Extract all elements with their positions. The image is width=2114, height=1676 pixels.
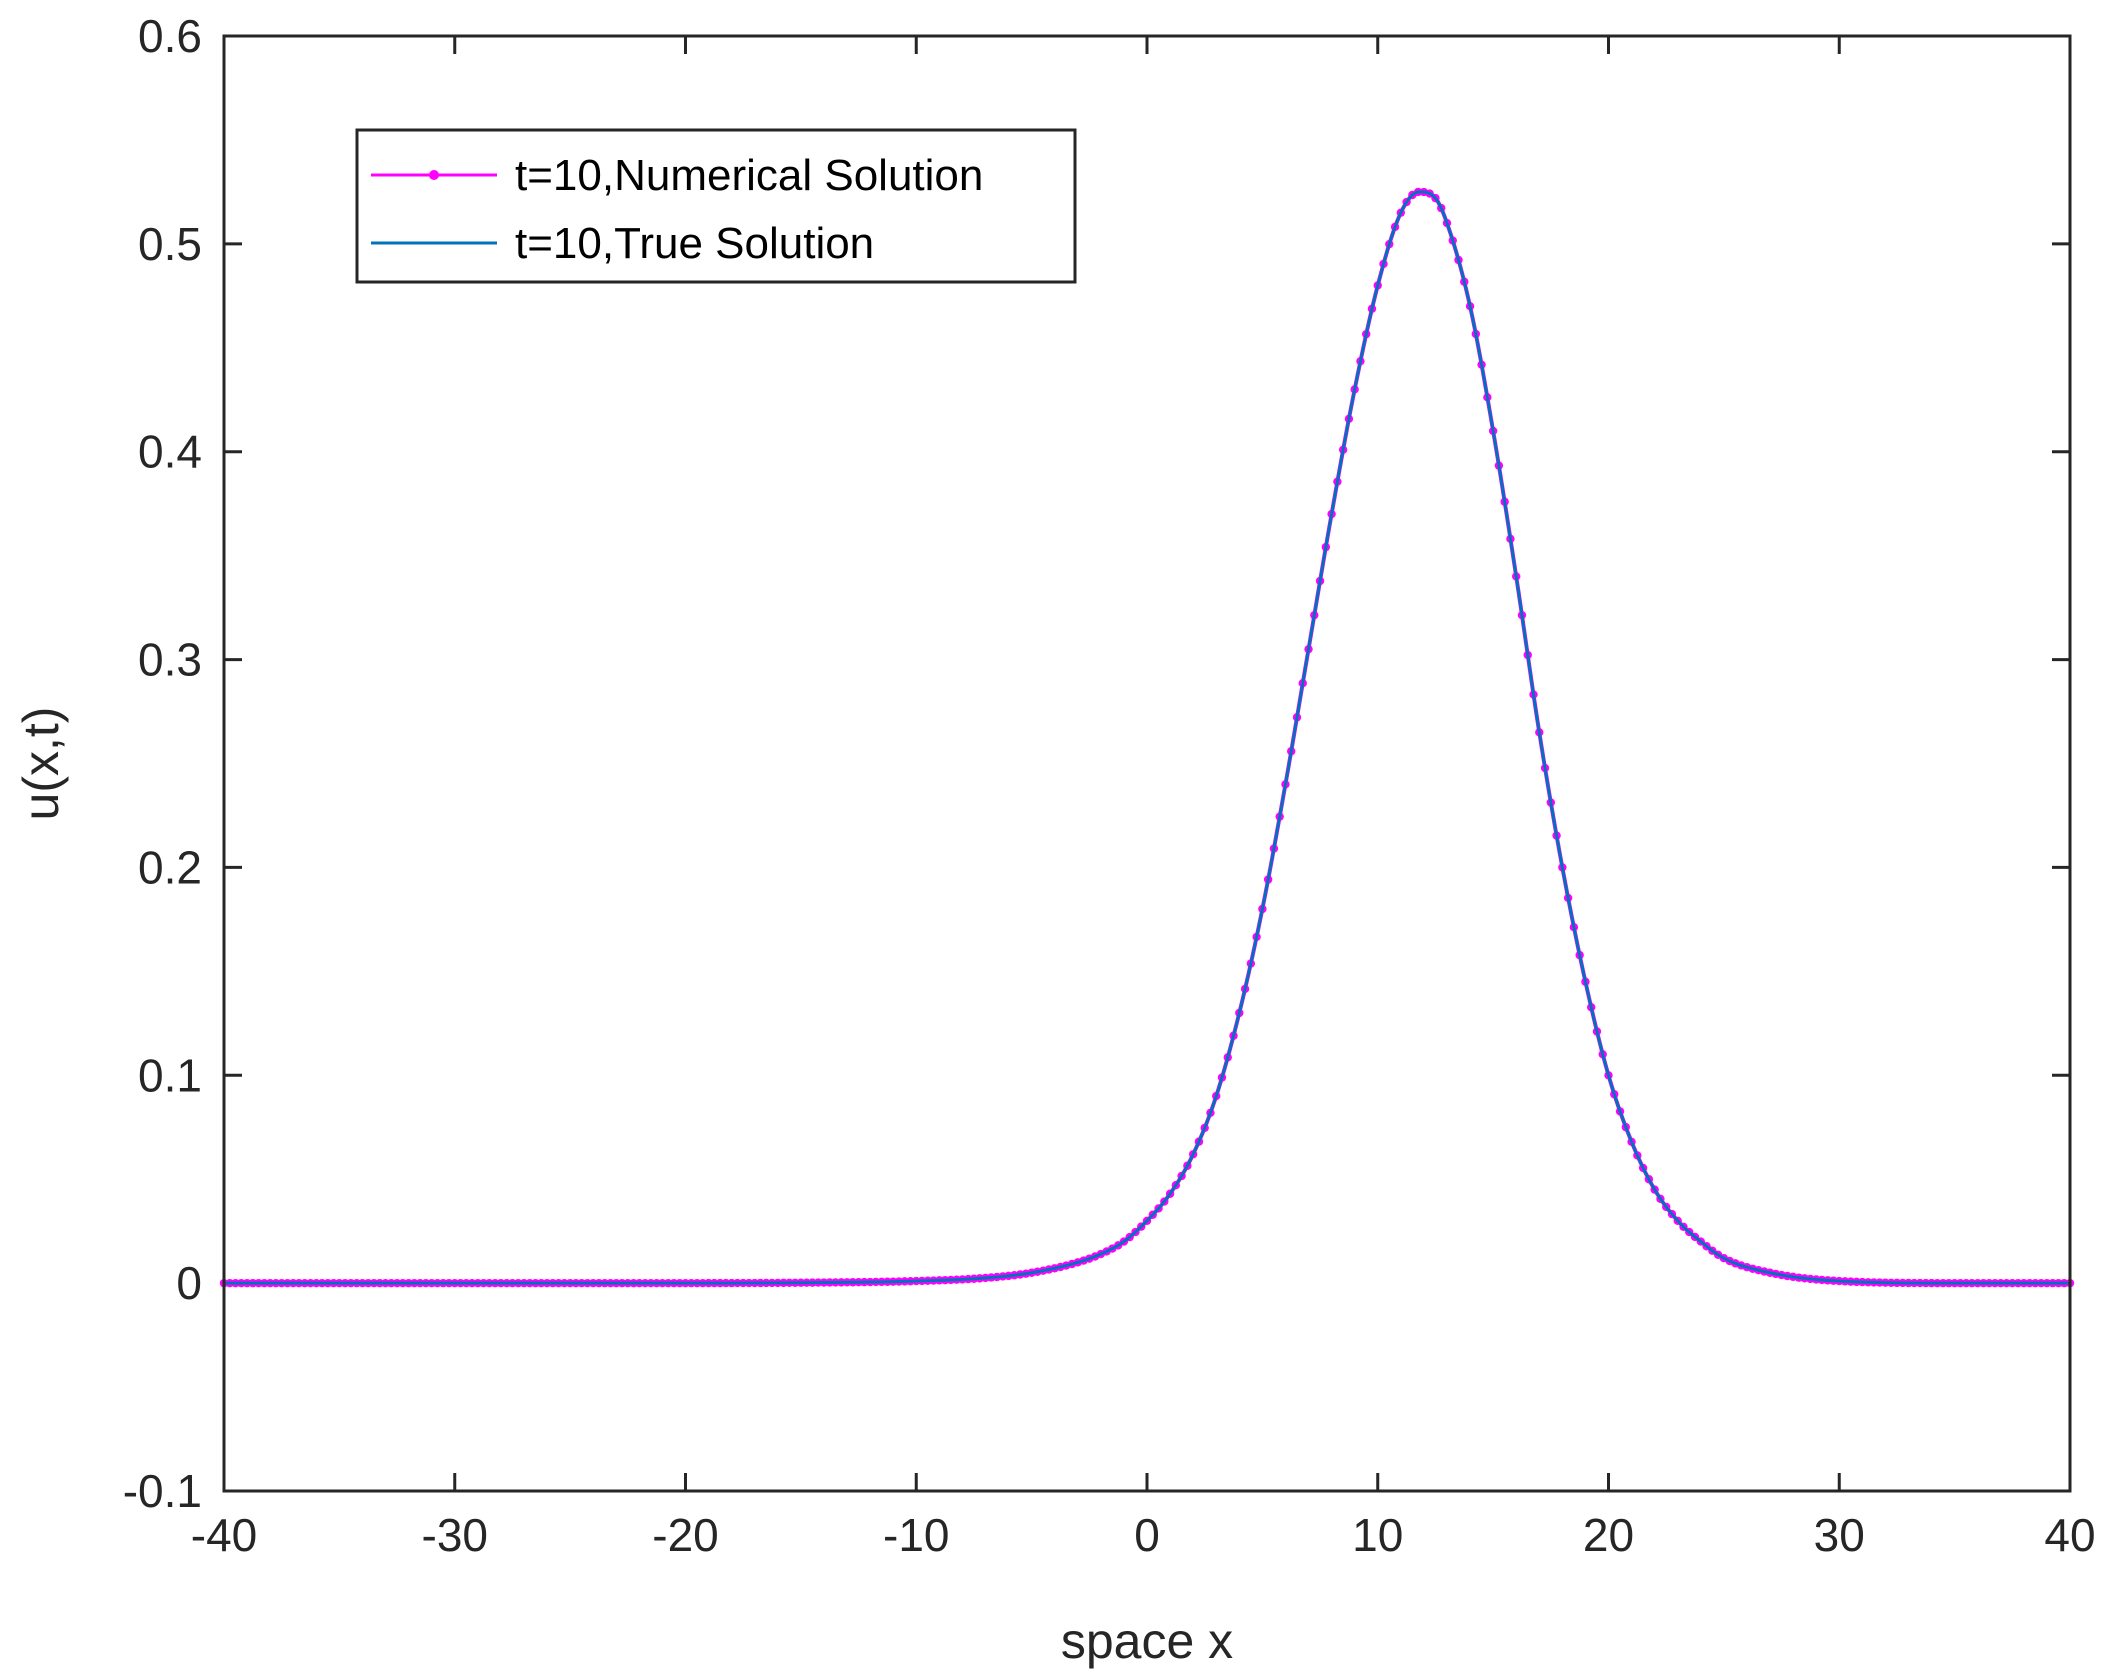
- x-tick-label: -30: [422, 1509, 488, 1561]
- x-tick-label: -10: [883, 1509, 949, 1561]
- x-tick-label: 10: [1352, 1509, 1403, 1561]
- legend-label-true: t=10,True Solution: [515, 219, 874, 268]
- x-tick-label: -20: [652, 1509, 718, 1561]
- x-tick-label: 20: [1583, 1509, 1634, 1561]
- series-line-true: [224, 190, 2070, 1285]
- plot-frame: [222, 34, 2072, 1493]
- y-axis-title: u(x,t): [13, 707, 69, 821]
- y-tick-label: 0.4: [138, 426, 202, 478]
- x-tick-label: -40: [191, 1509, 257, 1561]
- series-layer: [219, 187, 2075, 1288]
- x-axis-title: space x: [1061, 1613, 1233, 1669]
- legend-box: [355, 128, 1077, 284]
- legend: t=10,Numerical Solution t=10,True Soluti…: [355, 128, 1077, 284]
- y-tick-label: 0.1: [138, 1049, 202, 1101]
- x-tick-label: 40: [2044, 1509, 2095, 1561]
- x-tick-label: 0: [1134, 1509, 1160, 1561]
- y-tick-label: 0.2: [138, 841, 202, 893]
- legend-label-numerical: t=10,Numerical Solution: [515, 151, 983, 200]
- x-tick-label: 30: [1814, 1509, 1865, 1561]
- y-tick-label: 0.6: [138, 10, 202, 62]
- y-tick-label: 0: [176, 1257, 202, 1309]
- y-tick-label: -0.1: [123, 1465, 202, 1517]
- legend-marker-numerical: [429, 170, 439, 180]
- tick-labels: -40 -30 -20 -10 0 10 20 30 40 -0.1 0 0.1 0.2 0.3 0.4 0.…: [123, 10, 2096, 1561]
- y-tick-label: 0.5: [138, 218, 202, 270]
- y-tick-label: 0.3: [138, 634, 202, 686]
